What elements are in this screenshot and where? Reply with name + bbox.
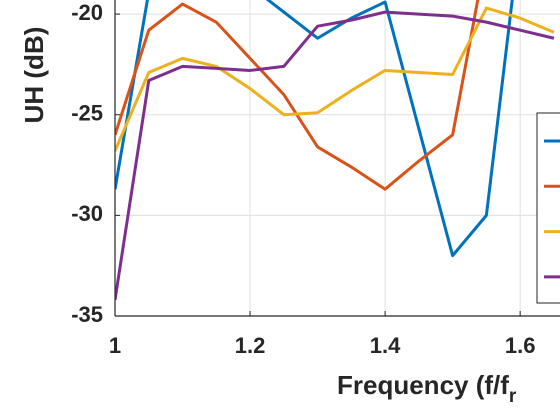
y-tick-label: -35 <box>71 302 103 327</box>
x-axis-label: Frequency (f/fr <box>337 370 517 407</box>
x-tick-label: 1.6 <box>505 333 536 358</box>
series-line <box>115 10 555 301</box>
legend-box <box>536 112 560 304</box>
series-line <box>115 6 555 152</box>
y-tick-label: -25 <box>71 101 103 126</box>
y-tick-label: -30 <box>71 201 103 226</box>
legend <box>544 139 560 279</box>
lines <box>115 0 555 301</box>
x-tick-label: 1.2 <box>235 333 266 358</box>
ticks: 1 1.2 1.4 1.6 -35 -30 -25 -20 <box>71 0 535 358</box>
y-tick-label: -20 <box>71 0 103 25</box>
series-line <box>115 0 480 191</box>
x-tick-label: 1.4 <box>370 333 401 358</box>
x-axis-label-subscript: r <box>509 386 517 407</box>
y-axis-label: UH (dB) <box>19 27 49 124</box>
x-tick-label: 1 <box>109 333 121 358</box>
x-axis-label-main: Frequency (f/f <box>337 370 509 400</box>
series-line <box>115 0 514 258</box>
